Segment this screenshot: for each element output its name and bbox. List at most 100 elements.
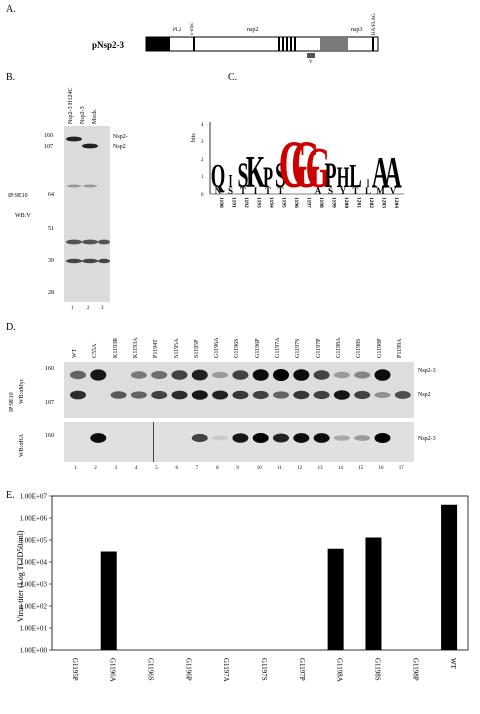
lane-num-b-1: 1 [71, 306, 74, 311]
band-b-lane3-igg2 [98, 258, 110, 264]
band-label-nsp23: Nsp2- [113, 134, 128, 140]
logo-letter-top: G [278, 126, 307, 202]
band-d-nsp2 [252, 390, 269, 400]
band-d-nsp23-bottom: Nsp2-3 [418, 436, 436, 442]
logo-position-label: 1195 [281, 197, 287, 208]
band-b-lane2-igg1 [82, 239, 98, 245]
lane-d-label: K1193A [132, 337, 139, 358]
y-tick-label: 1.00E+01 [20, 625, 48, 633]
logo-letter-top: K [246, 147, 265, 197]
nsp3-domain [320, 37, 348, 51]
lane-num-b-3: 3 [101, 306, 104, 311]
tm-1 [278, 37, 280, 51]
lane-d-label: G1198S [356, 338, 363, 358]
logo-letter-top: I [229, 172, 233, 192]
logo-letter-bottom: T [240, 186, 246, 196]
bar [441, 504, 458, 650]
lane-num-b-2: 2 [87, 306, 90, 311]
band-d-nsp23 [151, 371, 168, 379]
band-d-nsp2 [70, 390, 86, 400]
logo-position-label: 1191 [231, 197, 237, 208]
x-tick-label: G1196A [109, 658, 117, 682]
logo-ylabel: bits [191, 133, 197, 142]
blot-d-bands [70, 369, 411, 443]
marker-b-64: 64 [48, 192, 54, 198]
cmyc-tag [193, 37, 195, 51]
band-d-nsp2 [212, 390, 229, 400]
pl2-domain [146, 37, 170, 51]
x-tick-label: G1198A [336, 658, 344, 682]
panel-b-letter: B. [6, 72, 16, 83]
lane-d-number: 15 [358, 466, 364, 471]
band-b-lane1-igg2 [66, 258, 82, 264]
pl2-label: PL2 [173, 28, 182, 33]
band-d-ha [232, 433, 249, 443]
logo-position-label: 1196 [293, 197, 299, 208]
y-tick-label: 1.00E+05 [20, 537, 48, 545]
logo-letter-top: S [237, 156, 248, 196]
logo-letter-bottom: I [254, 186, 258, 196]
logo-letter-bottom: M [376, 186, 385, 196]
band-d-nsp2 [130, 391, 147, 399]
lane-b-1: Nsp2-3 H124C [68, 87, 74, 124]
lane-d-number: 9 [236, 466, 239, 471]
logo-letter-top: P [324, 156, 336, 196]
logo-letter-bottom: Y [340, 186, 347, 196]
band-d-nsp2 [273, 391, 289, 399]
y-tick-label: 1.00E+02 [20, 603, 48, 611]
band-b-lane2-faint [83, 184, 97, 188]
logo-position-label: 1201 [356, 197, 362, 208]
logo-ytick-2: 2 [201, 158, 204, 163]
lane-d-number: 14 [337, 466, 343, 471]
band-d-ha [354, 435, 371, 441]
x-tick-label: G1198P [411, 658, 419, 681]
band-d-ha [252, 433, 269, 443]
band-d-nsp2 [333, 390, 350, 400]
lane-d-number: 13 [317, 466, 323, 471]
bar [365, 537, 382, 650]
ip-label-b: IP:9E10 [8, 193, 28, 199]
y-tick-label: 1.00E+07 [20, 493, 48, 501]
lane-d-number: 16 [378, 466, 384, 471]
lane-d-number: 1 [74, 466, 77, 471]
tm-3 [286, 37, 288, 51]
marker-b-28: 28 [48, 290, 54, 296]
lane-d-label: G1198P [376, 338, 383, 358]
lane-d-label: G1197A [275, 337, 281, 358]
logo-letter-top: A [372, 147, 390, 197]
logo-letter-bottom: T [277, 186, 283, 196]
marker-d-107: 107 [45, 400, 54, 406]
logo-letter-top: G [291, 126, 320, 202]
band-d-nsp23 [273, 369, 289, 381]
lane-d-label: G1198A [335, 337, 342, 358]
lane-d-label: S1195P [193, 339, 200, 358]
logo-letter-top: Q [211, 157, 226, 194]
marker-b-107: 107 [44, 144, 53, 150]
lane-d-number: 11 [277, 466, 282, 471]
tm-4 [290, 37, 292, 51]
panel-d-letter: D. [6, 322, 16, 333]
band-d-nsp23 [293, 369, 310, 381]
lane-d-label: G1196S [234, 338, 241, 358]
band-d-nsp23 [191, 369, 208, 381]
logo-letter-bottom: V [390, 186, 397, 196]
lane-b-2: Nsp2-3 [80, 106, 86, 124]
x-tick-label: G1197A [222, 658, 230, 682]
logo-letter-bottom: N [215, 186, 222, 196]
logo-letter-bottom: T [352, 186, 358, 196]
lane-d-label: S1195A [173, 338, 180, 358]
logo-ytick-0: 0 [201, 193, 204, 198]
lane-d-label: WT [72, 348, 78, 358]
band-d-ha [374, 433, 391, 443]
construct-label: pNsp2-3 [92, 40, 125, 50]
lane-d-label: G1197S [295, 338, 302, 358]
nsp2-label: nsp2 [247, 27, 259, 33]
ip-label-d: IP:9E10 [9, 392, 15, 412]
band-b-lane1-nsp23 [66, 136, 82, 142]
construct-diagram [145, 36, 379, 58]
x-tick-label: G1195P [71, 658, 79, 681]
lane-d-label: G1196P [254, 338, 261, 358]
logo-letter-bottom: S [328, 186, 333, 196]
titer-chart: 1.00E+07 1.00E+06 1.00E+05 1.00E+04 1.00E+03… [20, 493, 469, 682]
